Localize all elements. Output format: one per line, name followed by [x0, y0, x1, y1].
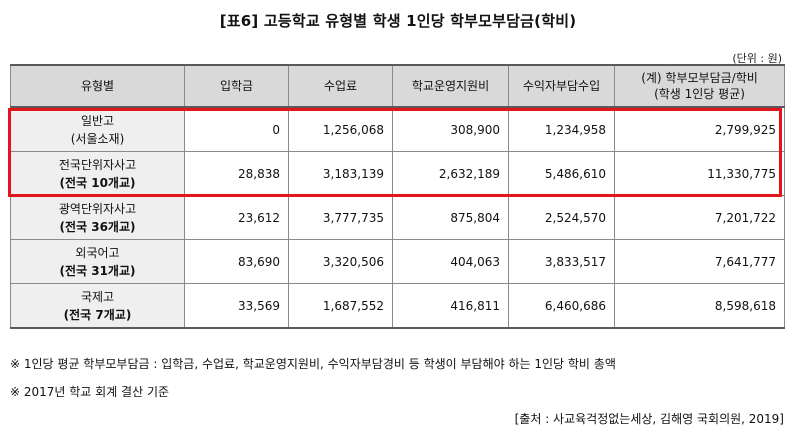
table-row: 전국단위자사고 (전국 10개교) 28,838 3,183,139 2,632,189… — [10, 151, 785, 196]
row-type-cell: 국제고 (전국 7개교) — [10, 283, 185, 329]
header-admission-fee: 입학금 — [184, 64, 289, 108]
header-type-label: 유형별 — [80, 79, 115, 93]
header-admission-fee-label: 입학금 — [219, 79, 254, 93]
table-row: 광역단위자사고 (전국 36개교) 23,612 3,777,735 875,804 2,… — [10, 195, 785, 240]
table-header-row: 유형별 입학금 수업료 학교운영지원비 수익자부담수입 (계) 학부모부담금/학… — [10, 64, 785, 108]
value-cell: 2,799,925 — [614, 106, 785, 152]
value-cell: 23,612 — [184, 195, 289, 240]
row-type-sublabel: (전국 10개교) — [59, 175, 136, 190]
footnote-1: ※ 1인당 평균 학부모부담금 : 입학금, 수업료, 학교운영지원비, 수익자… — [10, 357, 616, 371]
value-cell: 308,900 — [392, 106, 509, 152]
value-cell: 28,838 — [184, 151, 289, 196]
header-tuition: 수업료 — [288, 64, 393, 108]
row-type-cell: 일반고 (서울소재) — [10, 106, 185, 152]
value-cell: 3,833,517 — [508, 239, 615, 284]
tuition-table: 유형별 입학금 수업료 학교운영지원비 수익자부담수입 (계) 학부모부담금/학… — [10, 64, 785, 329]
row-type-sublabel: (전국 36개교) — [59, 219, 136, 234]
table-row: 일반고 (서울소재) 0 1,256,068 308,900 1,234,958 2,799… — [10, 106, 785, 152]
value-cell: 3,320,506 — [288, 239, 393, 284]
header-total-label: (계) 학부모부담금/학비 — [641, 71, 758, 85]
value-cell: 875,804 — [392, 195, 509, 240]
row-type-label: 외국어고 — [75, 245, 120, 260]
value-cell: 1,234,958 — [508, 106, 615, 152]
value-cell: 83,690 — [184, 239, 289, 284]
table-row: 외국어고 (전국 31개교) 83,690 3,320,506 404,063 3,833… — [10, 239, 785, 284]
value-cell: 2,632,189 — [392, 151, 509, 196]
row-type-cell: 전국단위자사고 (전국 10개교) — [10, 151, 185, 196]
header-beneficiary-income: 수익자부담수입 — [508, 64, 615, 108]
header-total-sublabel: (학생 1인당 평균) — [654, 87, 745, 101]
source-citation: [출처 : 사교육걱정없는세상, 김해영 국회의원, 2019] — [514, 412, 784, 426]
value-cell: 7,641,777 — [614, 239, 785, 284]
value-cell: 404,063 — [392, 239, 509, 284]
row-type-label: 광역단위자사고 — [58, 201, 137, 216]
table-row: 국제고 (전국 7개교) 33,569 1,687,552 416,811 6,460,6… — [10, 283, 785, 329]
value-cell: 2,524,570 — [508, 195, 615, 240]
value-cell: 7,201,722 — [614, 195, 785, 240]
table-title: [표6] 고등학교 유형별 학생 1인당 학부모부담금(학비) — [219, 12, 577, 30]
value-cell: 3,777,735 — [288, 195, 393, 240]
header-school-support: 학교운영지원비 — [392, 64, 509, 108]
row-type-label: 전국단위자사고 — [58, 157, 137, 172]
value-cell: 3,183,139 — [288, 151, 393, 196]
value-cell: 5,486,610 — [508, 151, 615, 196]
value-cell: 416,811 — [392, 283, 509, 329]
value-cell: 33,569 — [184, 283, 289, 329]
header-tuition-label: 수업료 — [323, 79, 358, 93]
header-school-support-label: 학교운영지원비 — [411, 79, 490, 93]
value-cell: 0 — [184, 106, 289, 152]
header-beneficiary-income-label: 수익자부담수입 — [522, 79, 601, 93]
row-type-sublabel: (전국 7개교) — [63, 307, 132, 322]
value-cell: 1,256,068 — [288, 106, 393, 152]
row-type-cell: 광역단위자사고 (전국 36개교) — [10, 195, 185, 240]
value-cell: 8,598,618 — [614, 283, 785, 329]
row-type-sublabel: (서울소재) — [70, 131, 125, 146]
row-type-label: 일반고 — [80, 113, 115, 128]
header-total: (계) 학부모부담금/학비 (학생 1인당 평균) — [614, 64, 785, 108]
row-type-label: 국제고 — [80, 289, 115, 304]
header-type: 유형별 — [10, 64, 185, 108]
value-cell: 11,330,775 — [614, 151, 785, 196]
row-type-cell: 외국어고 (전국 31개교) — [10, 239, 185, 284]
value-cell: 6,460,686 — [508, 283, 615, 329]
row-type-sublabel: (전국 31개교) — [59, 263, 136, 278]
value-cell: 1,687,552 — [288, 283, 393, 329]
footnote-2: ※ 2017년 학교 회계 결산 기준 — [10, 385, 170, 399]
unit-label: (단위 : 원) — [732, 52, 782, 65]
